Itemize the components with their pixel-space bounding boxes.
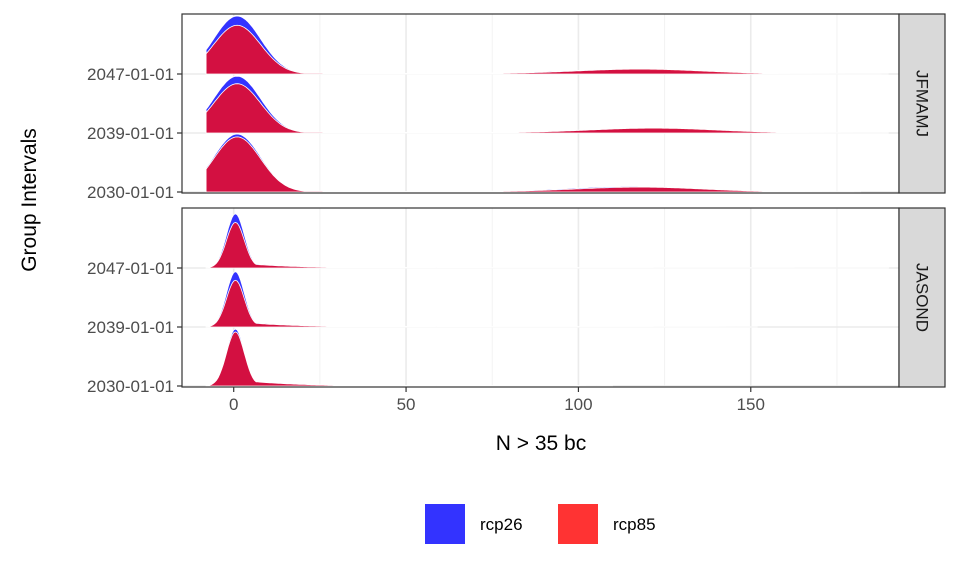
y-tick-label: 2047-01-01: [87, 65, 174, 84]
density-rcp85-2047-01-01: [205, 24, 889, 75]
facet-strip-label: JFMAMJ: [913, 70, 932, 137]
panel-background: [182, 14, 899, 193]
ridge-2047-01-01: [205, 213, 890, 269]
y-tick-label: 2047-01-01: [87, 259, 174, 278]
y-tick-label: 2039-01-01: [87, 318, 174, 337]
facet-panel-jfmamj: JFMAMJ 2030-01-01 2039-01-01 2047-01-01: [87, 13, 946, 202]
legend-item-rcp26: rcp26: [425, 504, 523, 544]
ridge-2039-01-01: [205, 75, 889, 134]
ridge-2030-01-01: [205, 328, 613, 387]
facet-strip: [898, 207, 946, 388]
x-axis: 0 50 100 150: [229, 387, 765, 414]
density-rcp85-2030-01-01: [205, 331, 613, 387]
facet-panels: JFMAMJ2030-01-012039-01-012047-01-01JASO…: [87, 13, 946, 396]
legend-label: rcp85: [613, 515, 656, 534]
x-tick-label: 150: [737, 395, 765, 414]
y-axis-title: Group Intervals: [18, 128, 41, 272]
ridge-2030-01-01: [205, 133, 862, 193]
density-rcp85-2039-01-01: [205, 279, 758, 328]
density-rcp85-2047-01-01: [205, 221, 890, 269]
y-tick-label: 2030-01-01: [87, 377, 174, 396]
legend-item-rcp85: rcp85: [558, 504, 656, 544]
legend: rcp26 rcp85: [425, 504, 656, 544]
density-rcp85-2039-01-01: [205, 83, 889, 134]
legend-swatch: [558, 504, 598, 544]
y-tick-label: 2039-01-01: [87, 124, 174, 143]
legend-swatch: [425, 504, 465, 544]
legend-label: rcp26: [480, 515, 523, 534]
y-tick-label: 2030-01-01: [87, 183, 174, 202]
x-axis-title: N > 35 bc: [496, 432, 586, 455]
panel-background: [182, 208, 899, 387]
facet-strip: [898, 13, 946, 194]
facet-panel-jasond: JASOND 2030-01-01 2039-01-01 2047-01-01: [87, 207, 946, 396]
ridge-2047-01-01: [205, 15, 889, 75]
ridge-2039-01-01: [205, 271, 758, 328]
facet-strip-label: JASOND: [913, 263, 932, 332]
density-rcp85-2030-01-01: [205, 136, 862, 193]
x-tick-label: 50: [397, 395, 416, 414]
x-tick-label: 0: [229, 395, 238, 414]
x-tick-label: 100: [564, 395, 592, 414]
